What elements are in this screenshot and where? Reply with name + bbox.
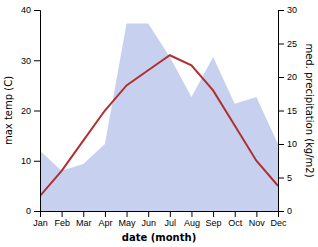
y-axis-title: max temp (C) [3,76,14,145]
tick-label: May [119,218,137,228]
tick-mark [278,178,284,179]
tick: Oct [228,211,243,228]
tick-mark [235,211,236,217]
tick: 25 [278,39,297,49]
line [40,55,278,196]
tick-label: 40 [21,5,31,15]
tick-mark [278,44,284,45]
axis-line [279,11,285,212]
tick-label: 30 [21,56,31,66]
tick-mark [278,111,284,112]
tick-label: Dec [270,218,287,228]
tick: Jul [165,211,177,228]
tick-mark [170,211,171,217]
tick-mark [213,211,214,217]
tick: 30 [278,5,297,15]
tick: 30 [21,56,40,66]
tick-mark [278,10,284,11]
tick-mark [34,10,40,11]
tick-mark [127,211,128,217]
tick-mark [148,211,149,217]
tick-label: Nov [249,218,266,228]
tick: 0 [26,206,40,216]
tick: Mar [76,211,92,228]
tick: 40 [21,5,40,15]
tick-label: Apr [98,218,112,228]
tick: Apr [98,211,112,228]
tick-label: 0 [26,206,31,216]
tick: 0 [278,206,292,216]
tick-label: Jul [165,218,177,228]
tick-label: 0 [287,206,292,216]
tick-label: 10 [21,156,31,166]
marks [40,23,278,211]
axis-line [41,212,279,218]
y2-axis-title: med. precipitation (kg/m2) [304,43,315,177]
tick-label: 15 [287,106,297,116]
tick-label: 20 [21,106,31,116]
tick: 15 [278,106,297,116]
tick-label: Jan [33,218,48,228]
tick-label: Aug [184,218,200,228]
tick-label: Sep [206,218,222,228]
tick: Sep [206,211,222,228]
tick: May [119,211,137,228]
tick: 20 [278,72,297,82]
tick-mark [83,211,84,217]
tick: 10 [278,139,297,149]
x-axis-title: date (month) [122,232,196,243]
tick: 10 [21,156,40,166]
tick-label: 20 [287,72,297,82]
tick: Aug [184,211,200,228]
tick-mark [62,211,63,217]
tick-mark [34,161,40,162]
chart: JanFebMarAprMayJunJulAugSepOctNovDec0102… [0,0,318,247]
tick: Nov [249,211,266,228]
tick-label: 5 [287,173,292,183]
tick: Dec [270,211,287,228]
tick-mark [105,211,106,217]
tick-mark [34,60,40,61]
tick-label: 30 [287,5,297,15]
tick-mark [34,211,40,212]
axis-line [34,11,41,212]
tick-mark [278,211,284,212]
tick: 5 [278,173,292,183]
tick: Feb [54,211,70,228]
y2-axis: 0 5 10 15 20 25 30 [278,5,297,216]
tick-label: 25 [287,39,297,49]
tick-label: Jun [141,218,156,228]
y-axis: 0 10 20 30 40 [21,5,41,216]
tick-mark [34,111,40,112]
area [40,23,278,211]
tick: 20 [21,106,40,116]
tick-mark [191,211,192,217]
tick-label: Oct [228,218,243,228]
tick: Jun [141,211,156,228]
tick-label: Feb [54,218,70,228]
tick-label: 10 [287,139,297,149]
tick-label: Mar [76,218,92,228]
tick-mark [278,77,284,78]
tick-mark [278,144,284,145]
plot: JanFebMarAprMayJunJulAugSepOctNovDec0102… [3,5,315,243]
tick: Jan [33,211,48,228]
tick-mark [256,211,257,217]
x-axis: Jan Feb Mar Apr May Jun Jul Aug Sep Oct Nov Dec [33,211,287,228]
